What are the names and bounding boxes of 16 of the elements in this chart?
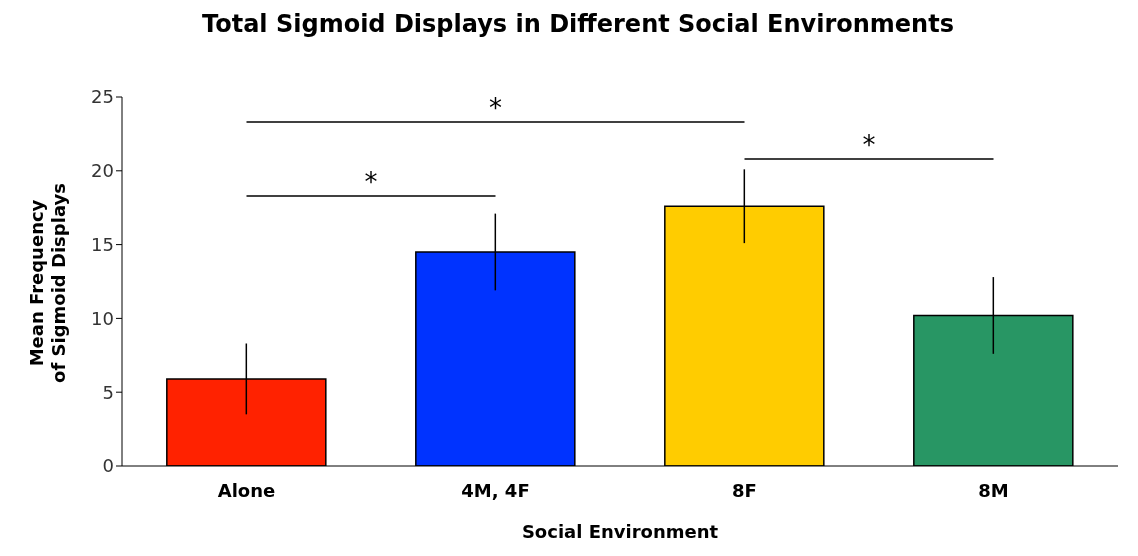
- y-tick-label: 15: [91, 233, 114, 255]
- chart-title: Total Sigmoid Displays in Different Social Environments: [201, 10, 955, 38]
- x-tick-label: 8F: [732, 479, 757, 501]
- y-tick-label: 0: [102, 455, 114, 477]
- annotation: *: [364, 166, 378, 197]
- y-tick-label: 5: [102, 381, 114, 403]
- x-axis-title: Social Environment: [521, 521, 719, 542]
- annotation: *: [862, 129, 876, 160]
- x-tick-label: Alone: [217, 479, 276, 501]
- x-tick-label: 8M: [978, 479, 1009, 501]
- annotation: *: [489, 93, 502, 124]
- y-axis-title: Mean Frequency of Sigmoid Displays: [26, 183, 70, 383]
- y-tick-label: 25: [91, 86, 114, 108]
- y-tick-label: 10: [91, 307, 114, 329]
- y-tick-label: 20: [91, 160, 114, 182]
- x-tick-label: 4M, 4F: [461, 479, 530, 501]
